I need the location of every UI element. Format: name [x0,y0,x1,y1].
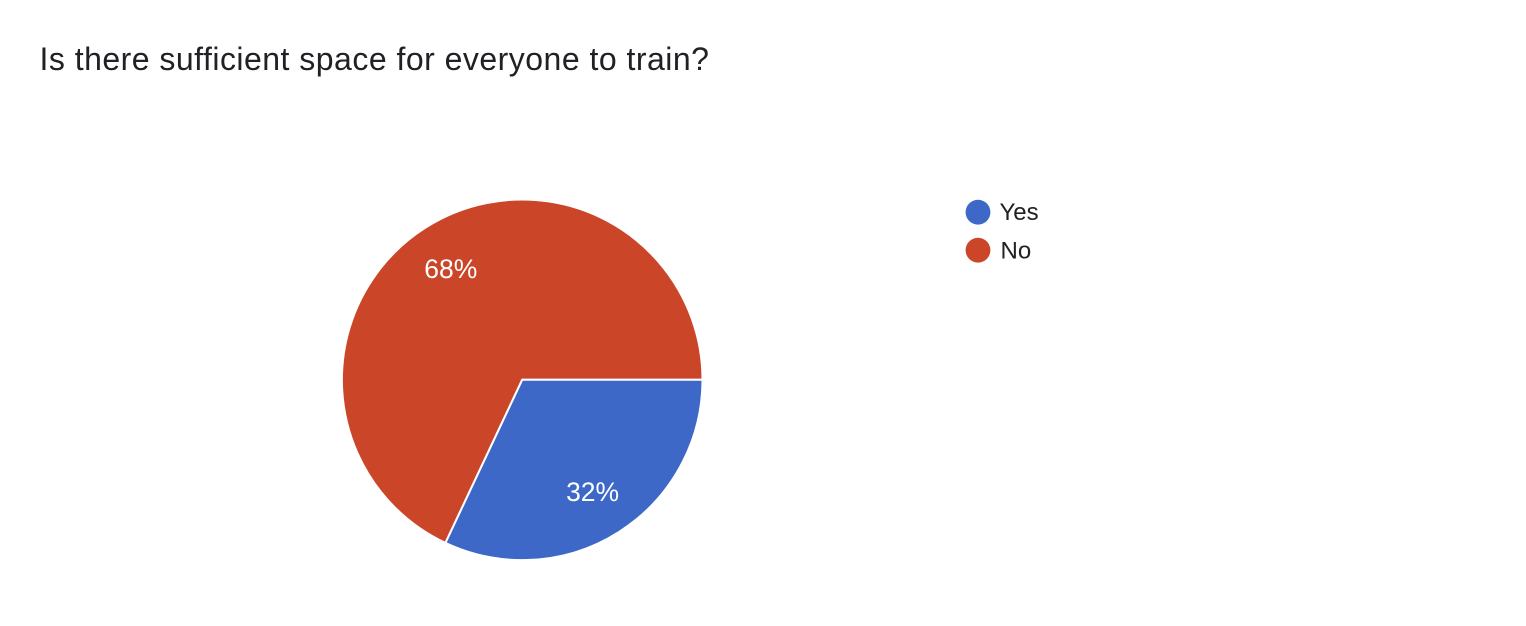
svg-text:Yes: Yes [1000,199,1039,226]
svg-text:32%: 32% [566,477,619,507]
svg-text:No: No [1001,237,1032,264]
svg-text:Is there sufficient space for: Is there sufficient space for everyone t… [40,41,710,77]
svg-text:68%: 68% [424,254,477,284]
